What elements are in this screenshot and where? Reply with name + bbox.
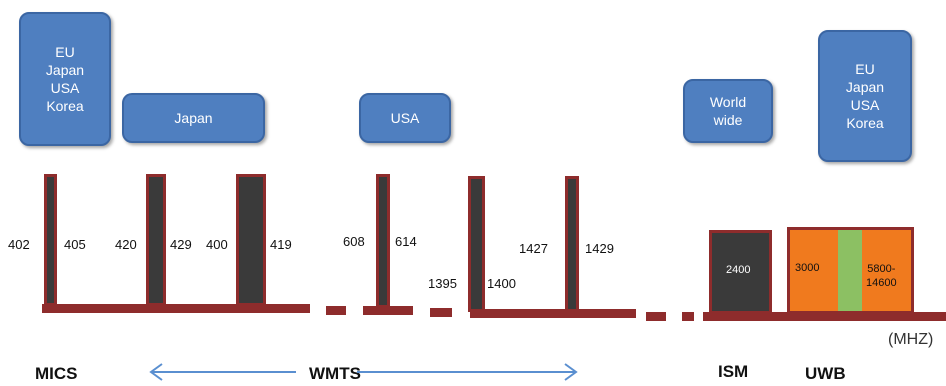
frequency-axis-main [42,304,310,313]
unit-label: (MHZ) [888,331,934,348]
freq-label: 614 [395,234,417,249]
arrow-left-icon [149,363,296,381]
region-label: USA [50,80,80,96]
freq-label: 1427 [519,241,548,256]
uwb-low-frequency: 3000 [795,262,820,274]
axis-segment-usa [363,306,413,315]
freq-label: 1395 [428,276,457,291]
frequency-bar-usa-608 [376,174,390,308]
region-label: Japan [174,110,213,126]
band-label-uwb: UWB [805,364,846,383]
freq-label: 1400 [487,276,516,291]
region-label: World [709,94,747,110]
band-label-ism: ISM [718,362,749,381]
region-label: USA [850,97,880,113]
freq-label: 400 [206,237,228,252]
axis-segment-ism-uwb [703,312,946,321]
band-label-wmts: WMTS [309,364,361,383]
uwb-high-frequency: 5800- 14600 [866,262,897,290]
region-box-uwb: EU Japan USA Korea [818,30,912,162]
freq-label: 419 [270,237,292,252]
axis-dash [430,308,452,317]
region-label: EU [855,61,875,77]
axis-dash [326,306,346,315]
region-box-mics: EU Japan USA Korea [19,12,111,146]
band-label-mics: MICS [35,364,78,383]
freq-label: 1429 [585,241,614,256]
region-box-japan: Japan [122,93,265,143]
freq-label: 420 [115,237,137,252]
frequency-bar-1427 [565,176,579,312]
region-box-worldwide: World wide [683,79,773,143]
uwb-high-line: 14600 [866,277,897,289]
freq-label: 405 [64,237,86,252]
axis-segment-wmts [470,309,636,318]
region-label: wide [713,112,743,128]
frequency-bar-mics [44,174,57,306]
freq-label: 608 [343,234,365,249]
uwb-high-line: 5800- [867,263,896,275]
frequency-bar-japan-420 [146,174,166,306]
frequency-bar-japan-400 [236,174,266,306]
region-label: Japan [845,79,885,95]
uwb-gap [838,230,862,311]
region-label: USA [390,110,420,126]
freq-label: 402 [8,237,30,252]
ism-frequency: 2400 [726,264,751,276]
region-label: Korea [46,98,84,114]
arrow-right-icon [357,363,578,381]
ism-block: 2400 [709,230,772,314]
region-label: EU [55,44,75,60]
freq-label: 429 [170,237,192,252]
region-label: Japan [45,62,85,78]
frequency-bar-1395 [468,176,485,312]
region-box-usa: USA [359,93,451,143]
axis-dash [646,312,666,321]
region-label: Korea [846,115,884,131]
axis-dash [682,312,694,321]
